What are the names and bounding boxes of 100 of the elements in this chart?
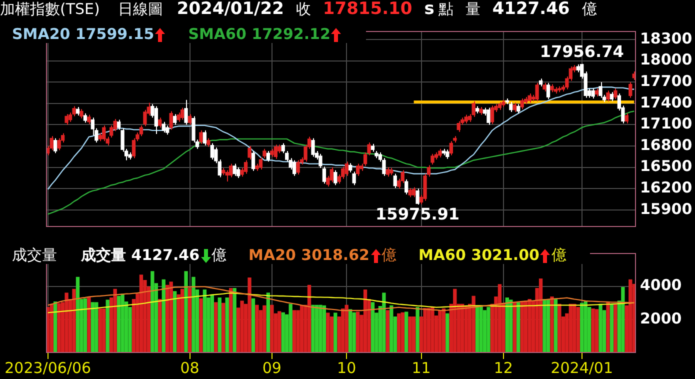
candlestick — [262, 148, 266, 159]
candlestick — [251, 150, 256, 172]
candlestick — [408, 187, 412, 198]
candlestick — [232, 163, 236, 176]
bar — [416, 307, 420, 353]
candlestick — [110, 124, 114, 138]
chart-subtitle: 日線圖 — [118, 0, 163, 18]
candlestick — [528, 92, 532, 104]
bar — [300, 304, 304, 353]
x-tick-label: 11 — [412, 358, 431, 377]
candlestick — [614, 88, 618, 100]
text: SMA60 17292.12 — [188, 25, 330, 43]
bar — [482, 310, 487, 353]
bar — [610, 304, 614, 353]
bar — [311, 304, 315, 353]
bar — [621, 287, 625, 353]
bar — [591, 308, 595, 353]
candlestick — [628, 82, 632, 98]
bar — [158, 299, 162, 353]
candlestick — [87, 114, 91, 125]
y-tick-label: 17100 — [640, 114, 692, 133]
bar — [64, 292, 68, 353]
candlestick — [102, 124, 106, 142]
bar — [370, 302, 375, 353]
x-tick-label: 10 — [337, 358, 356, 377]
text: 17815.10 — [322, 0, 412, 19]
bar — [606, 302, 610, 353]
bar — [576, 307, 580, 353]
candlestick — [606, 90, 610, 102]
candlestick — [244, 160, 248, 174]
bar — [344, 304, 348, 353]
candlestick — [236, 166, 240, 178]
candlestick — [386, 166, 390, 178]
bar — [210, 294, 214, 353]
candlestick — [184, 99, 188, 126]
bar — [408, 316, 412, 353]
bar — [446, 313, 450, 353]
text: 收 — [296, 0, 311, 18]
legend-label: 成交量 4127.46 — [81, 246, 200, 264]
bar — [184, 271, 188, 353]
bar — [516, 302, 520, 353]
bar — [90, 302, 95, 353]
x-tick-label: 12 — [494, 358, 513, 377]
bar — [278, 311, 282, 353]
candlestick — [166, 124, 170, 136]
bar — [598, 304, 602, 353]
text: MA20 3018.62 — [248, 246, 370, 264]
candlestick — [330, 166, 334, 183]
candlestick — [516, 104, 520, 114]
candlestick — [456, 120, 460, 132]
candlestick — [598, 82, 602, 98]
bar — [318, 304, 322, 353]
x-tick-label: 08 — [180, 358, 200, 377]
candlestick — [404, 178, 408, 195]
y-tick-label: 18000 — [640, 50, 692, 69]
candlestick — [341, 166, 345, 180]
candlestick — [154, 106, 158, 134]
bar — [382, 292, 386, 353]
bar — [390, 305, 394, 353]
bar — [558, 304, 562, 353]
bar — [572, 304, 576, 353]
bar — [498, 284, 502, 353]
candlestick — [296, 160, 300, 175]
candlestick — [318, 153, 322, 169]
bar — [222, 302, 226, 353]
bar — [232, 288, 236, 353]
bar — [479, 305, 483, 353]
bar — [352, 312, 356, 353]
candlestick — [490, 105, 494, 125]
candlestick — [158, 117, 162, 128]
candlestick — [352, 171, 356, 186]
candlestick — [393, 173, 397, 188]
annotation: 15975.91 — [376, 204, 460, 224]
bar — [139, 274, 144, 353]
bar — [102, 308, 106, 353]
bar — [550, 296, 554, 353]
bar — [386, 310, 390, 353]
bar — [528, 299, 532, 353]
candlestick — [173, 114, 177, 126]
y-tick-label: 15900 — [640, 200, 692, 218]
y-tick-label: 16200 — [640, 178, 692, 197]
candlestick — [430, 153, 434, 166]
x-tick-label: 09 — [262, 358, 282, 377]
bar — [192, 276, 196, 353]
text: s — [424, 0, 434, 19]
bar — [520, 302, 524, 353]
bar — [166, 284, 170, 353]
text: 點 — [438, 0, 454, 18]
bar — [262, 305, 266, 353]
bar — [218, 298, 222, 353]
bar — [363, 290, 368, 353]
candlestick — [416, 188, 420, 206]
candlestick — [83, 112, 88, 124]
candlestick — [80, 108, 84, 119]
bar — [229, 288, 233, 353]
candlestick — [610, 92, 614, 102]
candlestick — [116, 119, 121, 130]
bar — [472, 296, 476, 353]
text: 2024/01/22 — [176, 0, 284, 19]
bar — [322, 305, 326, 353]
